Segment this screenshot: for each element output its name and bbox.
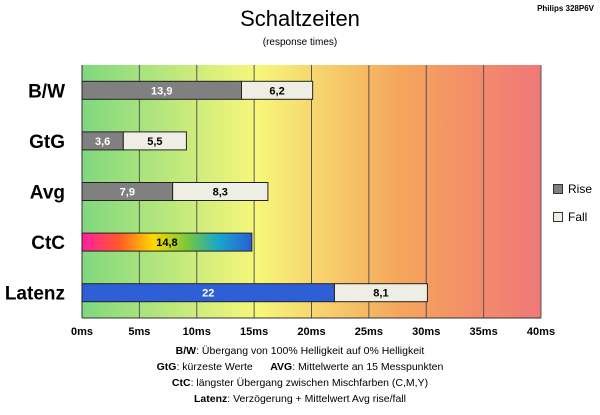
note-text: : Verzögerung + Mittelwert Avg rise/fall [227, 393, 406, 405]
note-text: : Mittelwerte an 15 Messpunkten [292, 361, 444, 373]
note-line-ctc: CtC: längster Übergang zwischen Mischfar… [0, 375, 600, 391]
note-line-latenz: Latenz: Verzögerung + Mittelwert Avg ris… [0, 391, 600, 407]
x-tick-label: 30ms [412, 326, 440, 338]
note-line-gtg-avg: GtG: kürzeste Werte AVG: Mittelwerte an … [0, 359, 600, 375]
category-label: Latenz [5, 284, 65, 305]
bar-label-rise: 22 [202, 288, 214, 300]
bar-label-rise: 7,9 [120, 187, 135, 199]
chart-subtitle: (response times) [262, 37, 338, 48]
legend-item-rise: Rise [553, 180, 592, 198]
bar-label-fall: 6,2 [269, 85, 284, 97]
category-label: GtG [29, 132, 65, 153]
x-tick-label: 10ms [183, 326, 211, 338]
bar-fall [333, 283, 428, 303]
bar-label-fall: 8,3 [213, 187, 228, 199]
legend-swatch-rise [553, 184, 563, 194]
x-tick-label: 25ms [355, 326, 383, 338]
category-label: Avg [30, 183, 65, 204]
note-key: B/W [175, 345, 197, 357]
bar-fall [172, 182, 269, 201]
x-tick-label: 15ms [240, 326, 268, 338]
bar-fall [122, 131, 187, 151]
category-label: B/W [28, 81, 65, 102]
chart-legend: Rise Fall [553, 180, 592, 236]
note-key: CtC [171, 377, 191, 389]
x-tick-label: 35ms [470, 326, 498, 338]
bar-label-rise: 13,9 [151, 85, 172, 97]
model-label: Philips 328P6V [537, 4, 594, 13]
legend-label-rise: Rise [568, 182, 593, 196]
bar-rise [81, 232, 253, 252]
category-label: CtC [31, 233, 65, 254]
note-text: : Übergang von 100% Helligkeit auf 0% He… [196, 345, 425, 357]
x-tick-label: 40ms [527, 326, 555, 338]
x-tick-label: 5ms [128, 326, 150, 338]
note-line-bw: B/W: Übergang von 100% Helligkeit auf 0%… [0, 343, 600, 359]
bar-label-fall: 8,1 [373, 288, 388, 300]
note-key: GtG [156, 361, 177, 373]
bar-fall [241, 80, 314, 100]
chart-notes: B/W: Übergang von 100% Helligkeit auf 0%… [0, 343, 600, 407]
chart-title: Schaltzeiten [240, 6, 360, 31]
legend-item-fall: Fall [553, 208, 592, 226]
legend-swatch-fall [553, 212, 563, 222]
bar-label-fall: 5,5 [147, 136, 162, 148]
note-key: AVG [270, 361, 293, 373]
x-tick-label: 20ms [297, 326, 325, 338]
x-tick-label: 0ms [71, 326, 93, 338]
note-text: : kürzeste Werte [176, 361, 253, 373]
bar-label-rise: 3,6 [95, 136, 110, 148]
bar-label-rise: 14,8 [156, 237, 177, 249]
note-text: : längster Übergang zwischen Mischfarben… [190, 377, 429, 389]
legend-label-fall: Fall [568, 210, 588, 224]
note-key: Latenz [194, 393, 228, 405]
